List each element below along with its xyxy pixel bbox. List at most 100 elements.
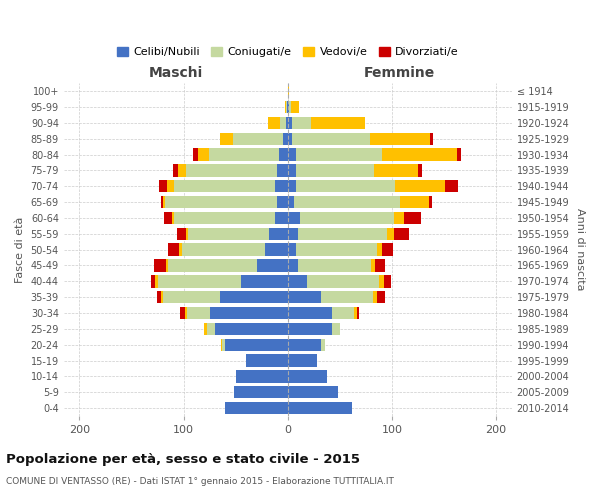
- Bar: [288, 101, 289, 114]
- Bar: [288, 291, 321, 304]
- Bar: [225, 402, 288, 414]
- Bar: [185, 164, 288, 176]
- Bar: [288, 338, 325, 351]
- Bar: [209, 307, 288, 319]
- Bar: [173, 164, 288, 176]
- Bar: [288, 370, 328, 382]
- Bar: [182, 244, 288, 256]
- Bar: [288, 148, 461, 161]
- Bar: [205, 322, 288, 335]
- Bar: [220, 132, 288, 145]
- Bar: [288, 291, 373, 304]
- Bar: [269, 228, 288, 240]
- Bar: [288, 354, 317, 366]
- Bar: [288, 101, 299, 114]
- Bar: [288, 307, 359, 319]
- Bar: [161, 291, 288, 304]
- Bar: [288, 402, 352, 414]
- Bar: [268, 117, 288, 129]
- Text: COMUNE DI VENTASSO (RE) - Dati ISTAT 1° gennaio 2015 - Elaborazione TUTTITALIA.I: COMUNE DI VENTASSO (RE) - Dati ISTAT 1° …: [6, 478, 394, 486]
- Bar: [288, 260, 375, 272]
- Bar: [288, 338, 325, 351]
- Bar: [288, 291, 385, 304]
- Bar: [288, 275, 307, 287]
- Bar: [288, 117, 365, 129]
- Y-axis label: Fasce di età: Fasce di età: [15, 216, 25, 283]
- Bar: [225, 402, 288, 414]
- Bar: [246, 354, 288, 366]
- Bar: [179, 244, 288, 256]
- Bar: [288, 402, 352, 414]
- Bar: [287, 101, 288, 114]
- Bar: [188, 228, 288, 240]
- Bar: [288, 148, 382, 161]
- Bar: [161, 196, 288, 208]
- Bar: [288, 180, 395, 192]
- Bar: [288, 291, 377, 304]
- Bar: [288, 101, 291, 114]
- Bar: [257, 260, 288, 272]
- Bar: [236, 370, 288, 382]
- Bar: [288, 196, 294, 208]
- Bar: [288, 132, 433, 145]
- Bar: [185, 228, 288, 240]
- Bar: [288, 228, 298, 240]
- Bar: [275, 180, 288, 192]
- Bar: [198, 148, 288, 161]
- Bar: [220, 132, 288, 145]
- Bar: [164, 212, 288, 224]
- Bar: [288, 307, 355, 319]
- Bar: [233, 386, 288, 398]
- Y-axis label: Anni di nascita: Anni di nascita: [575, 208, 585, 291]
- Bar: [280, 117, 288, 129]
- Bar: [233, 386, 288, 398]
- Bar: [288, 212, 421, 224]
- Bar: [288, 322, 340, 335]
- Bar: [288, 212, 404, 224]
- Bar: [288, 164, 374, 176]
- Bar: [158, 275, 288, 287]
- Bar: [288, 322, 340, 335]
- Bar: [288, 228, 387, 240]
- Bar: [221, 338, 288, 351]
- Bar: [288, 228, 394, 240]
- Bar: [225, 402, 288, 414]
- Bar: [222, 338, 288, 351]
- Bar: [288, 148, 296, 161]
- Bar: [236, 370, 288, 382]
- Bar: [178, 164, 288, 176]
- Bar: [288, 260, 371, 272]
- Bar: [288, 244, 382, 256]
- Bar: [157, 291, 288, 304]
- Bar: [288, 164, 422, 176]
- Bar: [168, 244, 288, 256]
- Bar: [165, 196, 288, 208]
- Bar: [286, 101, 288, 114]
- Bar: [246, 354, 288, 366]
- Bar: [288, 117, 311, 129]
- Bar: [277, 164, 288, 176]
- Bar: [288, 132, 292, 145]
- Bar: [172, 212, 288, 224]
- Bar: [288, 370, 328, 382]
- Bar: [205, 322, 288, 335]
- Bar: [225, 338, 288, 351]
- Bar: [215, 322, 288, 335]
- Bar: [288, 196, 430, 208]
- Bar: [288, 354, 317, 366]
- Bar: [288, 164, 296, 176]
- Bar: [288, 117, 365, 129]
- Bar: [288, 275, 383, 287]
- Bar: [225, 402, 288, 414]
- Bar: [280, 148, 288, 161]
- Bar: [174, 180, 288, 192]
- Bar: [288, 386, 338, 398]
- Bar: [206, 322, 288, 335]
- Bar: [220, 291, 288, 304]
- Bar: [288, 244, 296, 256]
- Bar: [288, 260, 298, 272]
- Text: Maschi: Maschi: [149, 66, 203, 80]
- Bar: [268, 117, 288, 129]
- Bar: [288, 338, 325, 351]
- Bar: [168, 260, 288, 272]
